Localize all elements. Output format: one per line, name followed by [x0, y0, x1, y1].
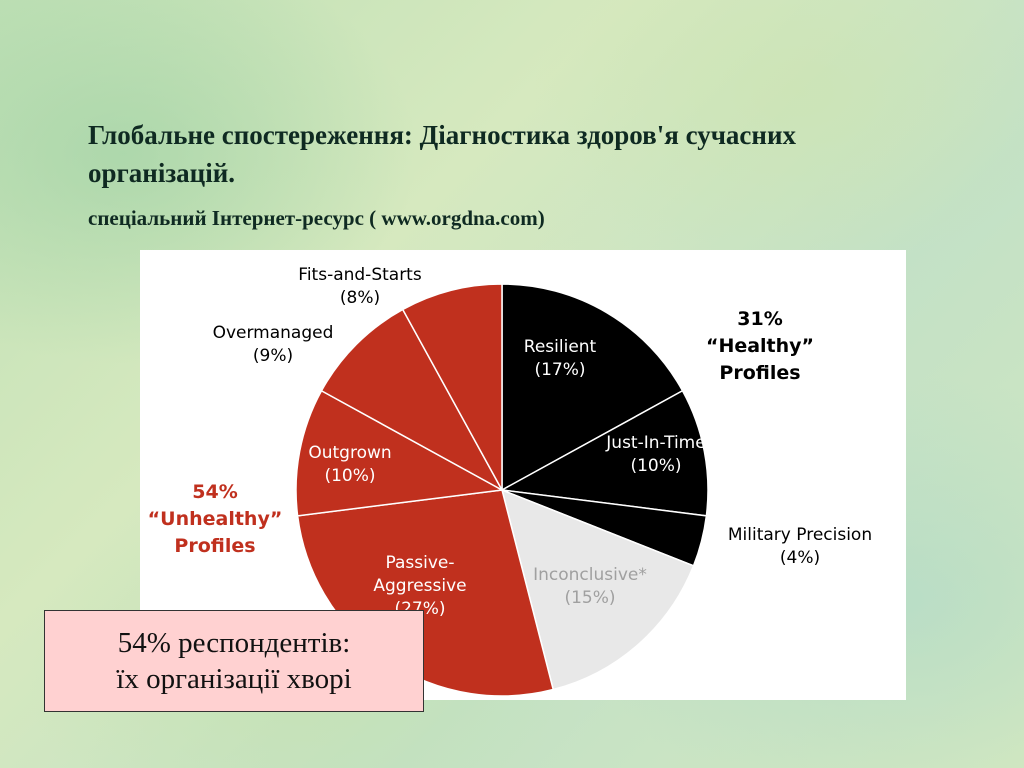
slice-label-fits-and-starts: Fits-and-Starts (8%): [298, 265, 422, 308]
slide-subtitle: спеціальний Інтернет-ресурс ( www.orgdna…: [88, 206, 545, 230]
note-line-1: 54% респондентів:: [117, 627, 351, 659]
note-box: 54% респондентів: їх організації хворі: [44, 610, 424, 712]
slide-title: Глобальне спостереження: Діагностика здо…: [88, 120, 797, 188]
slice-label-outgrown: Outgrown (10%): [308, 443, 391, 486]
slice-label-inconclusive: Inconclusive* (15%): [533, 565, 647, 608]
pie-slice-fits-and-starts: [401, 283, 503, 491]
pie-slice-just-in-time: [499, 389, 709, 517]
pie-slice-overmanaged: [320, 308, 504, 492]
slice-label-overmanaged: Overmanaged (9%): [213, 323, 334, 366]
pie-slice-inconclusive: [500, 488, 695, 691]
pie-slice-resilient: [501, 283, 684, 492]
pie-slice-outgrown: [295, 389, 505, 517]
slice-label-military-precision: Military Precision (4%): [728, 525, 872, 568]
slice-label-resilient: Resilient (17%): [524, 337, 597, 380]
group-label-healthy: 31% “Healthy” Profiles: [706, 308, 814, 384]
pie-chart: Resilient (17%) Just-In-Time (10%) Military …: [148, 265, 872, 697]
note-line-2: їх організації хворі: [116, 663, 352, 695]
slice-label-just-in-time: Just-In-Time (10%): [605, 433, 705, 476]
slice-label-passive-aggressive: Passive-Aggressive (27%): [373, 553, 466, 619]
group-label-unhealthy: 54% “Unhealthy” Profiles: [148, 481, 283, 557]
